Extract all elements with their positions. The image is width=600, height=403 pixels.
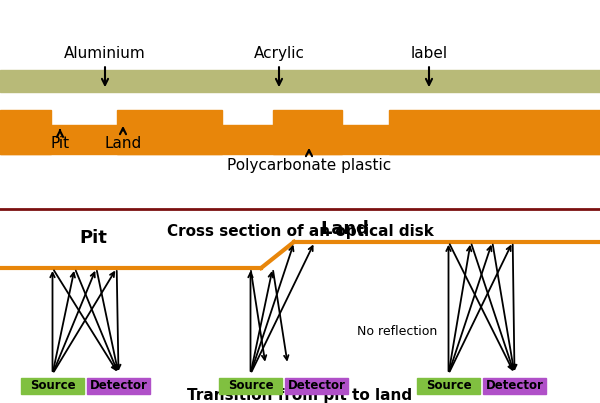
Bar xyxy=(417,378,480,394)
Text: Source: Source xyxy=(227,379,274,392)
Text: Land: Land xyxy=(320,220,370,238)
Bar xyxy=(285,378,348,394)
Bar xyxy=(389,110,600,154)
Bar xyxy=(0,125,600,154)
Text: Pit: Pit xyxy=(79,229,107,247)
Text: Detector: Detector xyxy=(287,379,346,392)
Text: No reflection: No reflection xyxy=(357,325,437,338)
Text: Detector: Detector xyxy=(89,379,148,392)
Bar xyxy=(273,110,342,154)
Bar xyxy=(219,378,282,394)
Bar xyxy=(21,378,84,394)
Bar xyxy=(0,110,51,154)
Text: Detector: Detector xyxy=(485,379,544,392)
Bar xyxy=(87,378,150,394)
Bar xyxy=(0,70,600,92)
Text: Transition from pit to land: Transition from pit to land xyxy=(187,388,413,403)
Text: Aluminium: Aluminium xyxy=(64,46,146,85)
Text: Pit: Pit xyxy=(50,130,70,151)
Bar xyxy=(117,110,222,154)
Text: Cross section of an optical disk: Cross section of an optical disk xyxy=(167,224,433,239)
Text: Source: Source xyxy=(425,379,472,392)
Text: Source: Source xyxy=(29,379,76,392)
Bar xyxy=(483,378,546,394)
Text: Polycarbonate plastic: Polycarbonate plastic xyxy=(227,150,391,173)
Text: Acrylic: Acrylic xyxy=(254,46,305,85)
Text: label: label xyxy=(410,46,448,85)
Text: Land: Land xyxy=(104,128,142,151)
